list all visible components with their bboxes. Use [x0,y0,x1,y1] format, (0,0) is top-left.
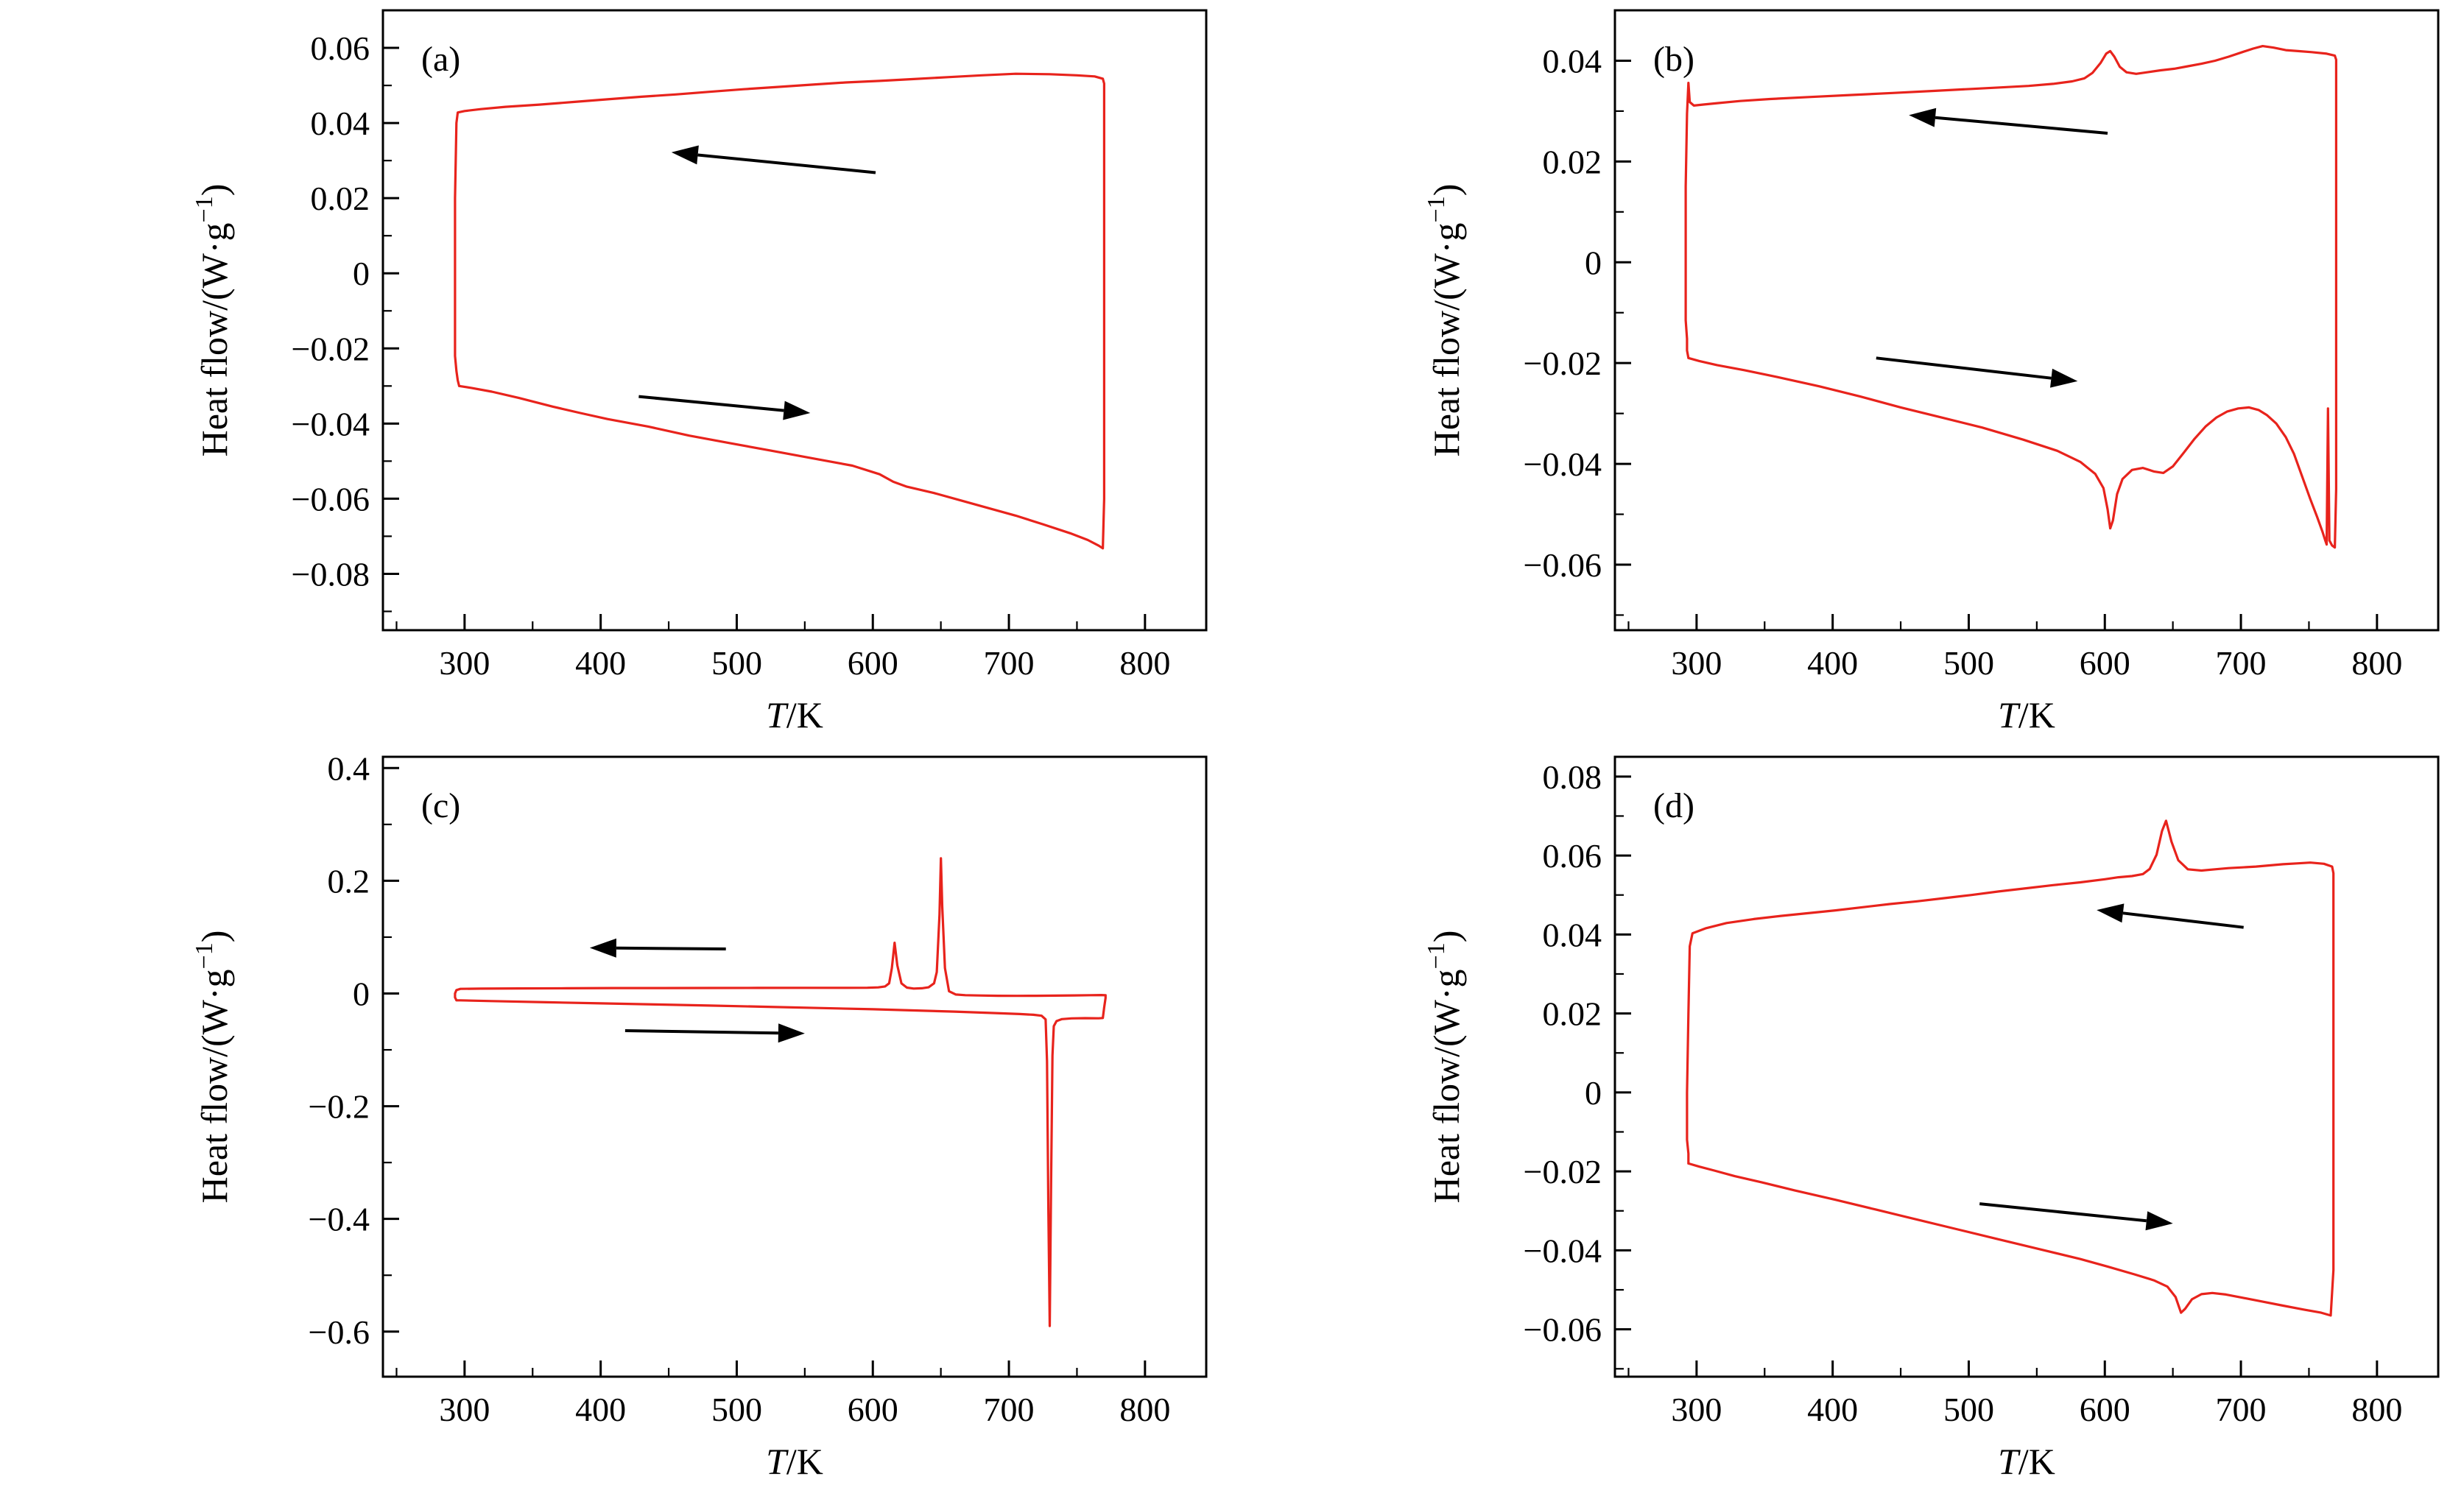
panel-a: 300 400 500 600 700 800 0.06 0.04 0.02 0 −0.02 −0.0… [0,0,1232,746]
y-tick-label: 0 [353,255,370,292]
x-axis-label: T/K [766,694,823,735]
y-tick-label: −0.4 [309,1201,370,1238]
cooling-direction-arrow-shaft [697,153,876,174]
heating-direction-arrow-shaft [1876,356,2052,380]
x-tick-label: 600 [848,644,898,682]
panel-b: 300 400 500 600 700 800 0.04 0.02 0 −0.02 −0.04 −0.… [1232,0,2464,746]
x-tick-label: 500 [1943,644,1994,682]
dsc-curve [1684,44,2338,549]
y-tick-label: 0 [1585,1074,1602,1112]
heating-direction-arrow [2145,1211,2173,1231]
heating-direction-arrow-shaft [638,395,784,412]
y-axis-label: Heat flow/(W·g−1) [191,184,235,457]
panel-label: (b) [1653,40,1694,79]
x-axis-label: T/K [1998,1441,2055,1482]
y-tick-label: 0.06 [311,29,370,67]
x-axis-label: T/K [766,1441,823,1482]
y-axis-label: Heat flow/(W·g−1) [1423,931,1467,1204]
panel-label: (d) [1653,786,1694,825]
heating-direction-arrow-shaft [624,1029,778,1035]
y-tick-label: 0.02 [1543,143,1602,180]
y-tick-label: −0.06 [1524,1311,1602,1349]
y-tick-label: −0.08 [292,555,370,593]
x-tick-label: 800 [1119,644,1170,682]
x-tick-label: 800 [1119,1391,1170,1428]
x-tick-label: 700 [984,644,1035,682]
y-tick-label: 0.04 [1543,916,1602,953]
plot-box [381,755,1208,1378]
x-tick-label: 400 [1807,644,1858,682]
x-axis-label: T/K [1998,694,2055,735]
x-tick-label: 600 [2080,644,2130,682]
plot-box [1613,755,2440,1378]
cooling-direction-arrow-shaft [1935,116,2108,135]
dsc-curve [454,72,1106,550]
y-tick-label: 0.04 [1543,42,1602,80]
y-tick-label: −0.06 [1524,546,1602,584]
y-tick-label: −0.04 [1524,1232,1602,1269]
cooling-direction-arrow [1909,107,1937,127]
x-tick-label: 400 [1807,1391,1858,1428]
y-tick-label: −0.06 [292,480,370,518]
y-tick-label: 0.4 [328,749,370,787]
y-tick-label: −0.02 [1524,345,1602,382]
heating-direction-arrow-shaft [1979,1202,2147,1223]
y-tick-label: 0.08 [1543,758,1602,796]
cooling-direction-arrow [589,938,616,958]
panel-b-chart: 300 400 500 600 700 800 0.04 0.02 0 −0.02 −0.04 −0.… [1423,9,2440,735]
x-tick-label: 700 [984,1391,1035,1428]
panel-c-chart: 300 400 500 600 700 800 0.4 0.2 0 −0.2 −0.4 −0.6 Hea… [191,749,1208,1482]
x-tick-label: 800 [2351,644,2402,682]
y-tick-label: −0.6 [309,1313,370,1351]
y-tick-label: 0.02 [311,180,370,217]
x-tick-label: 700 [2216,644,2267,682]
cooling-direction-arrow [2097,903,2125,923]
cooling-direction-arrow [671,145,699,165]
y-tick-label: 0.2 [328,862,370,900]
cooling-direction-arrow-shaft [616,946,726,950]
x-tick-label: 300 [439,1391,490,1428]
x-tick-label: 300 [1671,1391,1722,1428]
y-tick-label: 0.04 [311,105,370,142]
x-tick-label: 300 [439,644,490,682]
y-tick-label: −0.02 [1524,1153,1602,1190]
panel-a-chart: 300 400 500 600 700 800 0.06 0.04 0.02 0 −0.02 −0.0… [191,9,1208,735]
x-tick-label: 500 [711,1391,762,1428]
y-tick-label: 0.06 [1543,837,1602,875]
cooling-direction-arrow-shaft [2122,911,2244,929]
x-tick-label: 400 [575,1391,626,1428]
heating-direction-arrow [2050,368,2078,388]
panel-d: 300 400 500 600 700 800 0.08 0.06 0.04 0.02 0 −0.02… [1232,746,2464,1493]
x-tick-label: 600 [2080,1391,2130,1428]
dsc-curve [454,857,1107,1327]
y-tick-label: −0.02 [292,330,370,367]
y-tick-label: −0.04 [292,405,370,442]
y-tick-label: 0 [1585,244,1602,281]
plot-box [381,9,1208,632]
panel-d-chart: 300 400 500 600 700 800 0.08 0.06 0.04 0.02 0 −0.02… [1423,755,2440,1482]
x-tick-label: 700 [2216,1391,2267,1428]
x-tick-label: 500 [1943,1391,1994,1428]
panel-c: 300 400 500 600 700 800 0.4 0.2 0 −0.2 −0.4 −0.6 Hea… [0,746,1232,1493]
y-tick-label: 0 [353,975,370,1012]
y-axis-label: Heat flow/(W·g−1) [1423,184,1467,457]
x-tick-label: 600 [848,1391,898,1428]
dsc-curve [1686,819,2335,1317]
heating-direction-arrow [783,400,811,420]
x-tick-label: 500 [711,644,762,682]
y-tick-label: 0.02 [1543,995,1602,1033]
y-tick-label: −0.2 [309,1088,370,1126]
panel-label: (c) [421,786,460,825]
heating-direction-arrow [778,1023,805,1043]
y-tick-label: −0.04 [1524,445,1602,483]
y-axis-label: Heat flow/(W·g−1) [191,931,235,1204]
x-tick-label: 300 [1671,644,1722,682]
x-tick-label: 800 [2351,1391,2402,1428]
plot-box [1613,9,2440,632]
x-tick-label: 400 [575,644,626,682]
panel-label: (a) [421,40,460,79]
